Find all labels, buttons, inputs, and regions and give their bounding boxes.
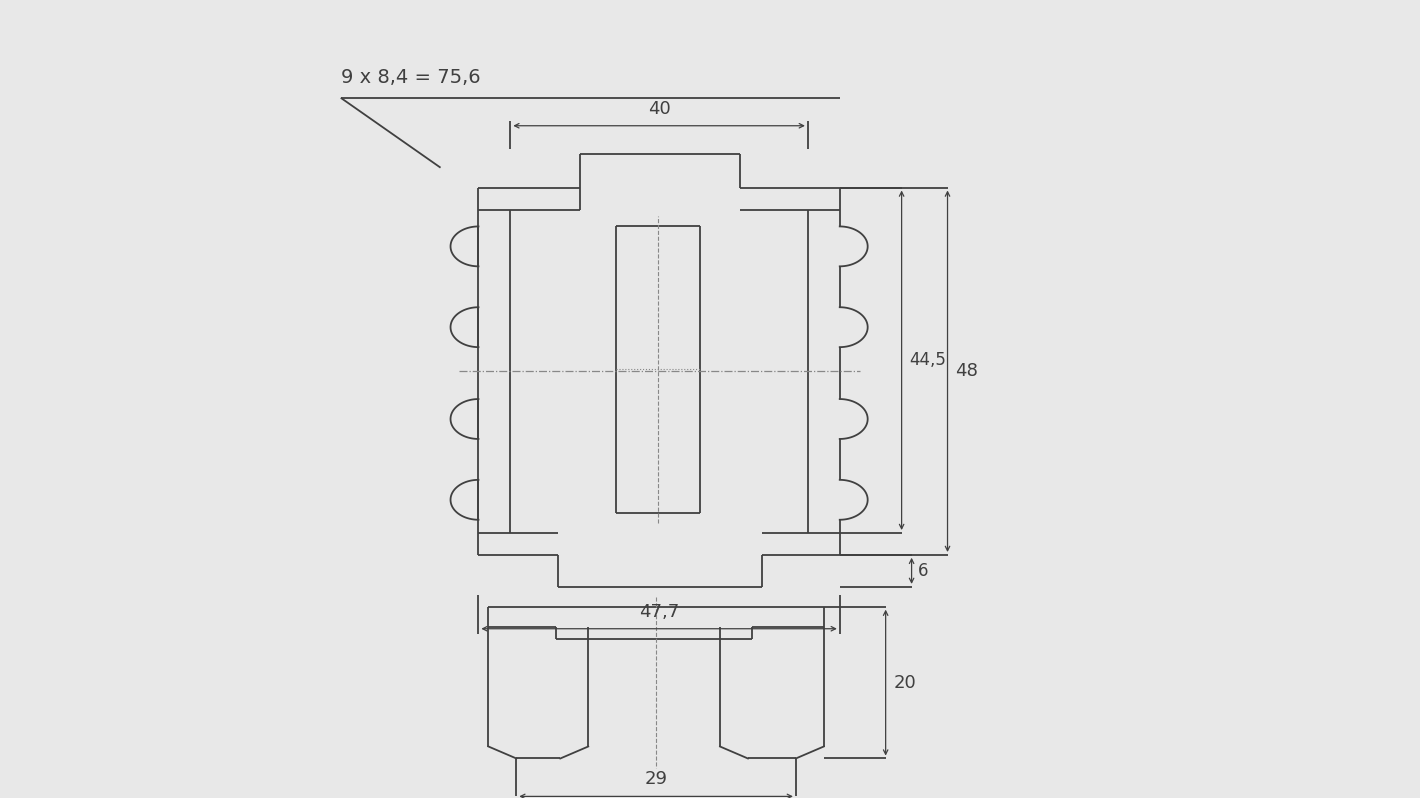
Text: 40: 40 — [648, 100, 670, 118]
Text: 9 x 8,4 = 75,6: 9 x 8,4 = 75,6 — [341, 69, 480, 87]
Text: 48: 48 — [956, 362, 978, 381]
Text: 44,5: 44,5 — [910, 351, 947, 369]
Text: 20: 20 — [893, 674, 916, 692]
Text: 47,7: 47,7 — [639, 602, 679, 621]
Text: 6: 6 — [917, 562, 929, 580]
Text: 29: 29 — [645, 770, 667, 788]
